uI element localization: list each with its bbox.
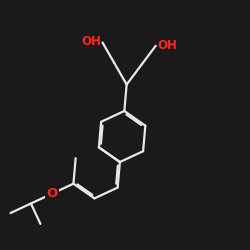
Text: O: O [46,187,58,200]
Text: OH: OH [157,39,177,52]
Text: OH: OH [81,36,101,49]
